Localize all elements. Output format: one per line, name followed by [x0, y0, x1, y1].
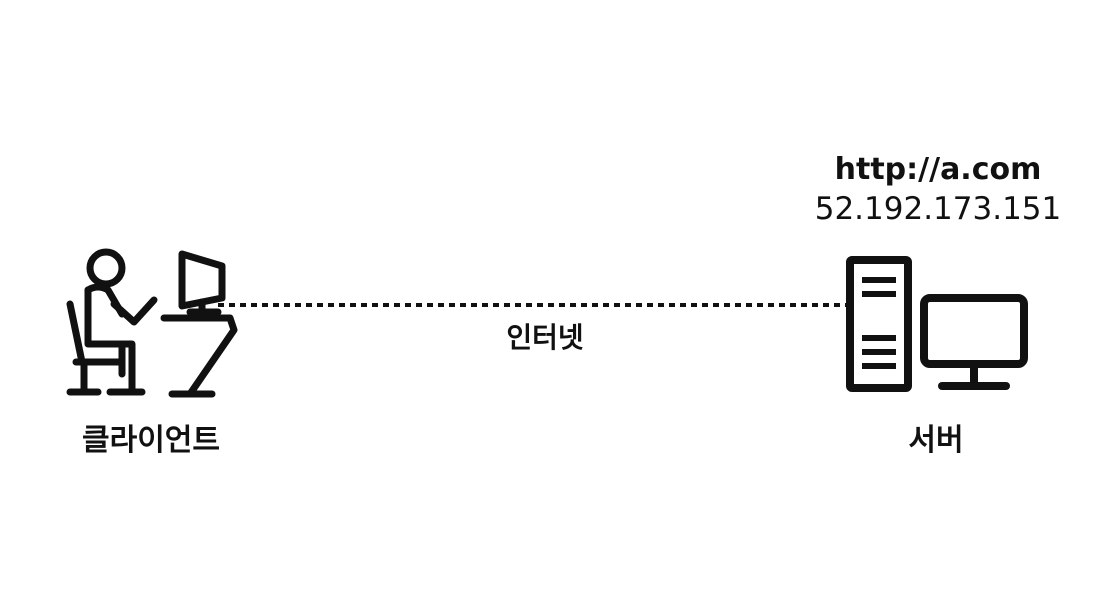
person-at-computer-icon [66, 248, 238, 398]
internet-label: 인터넷 [506, 321, 584, 354]
server-url-label: http://a.com [834, 152, 1042, 187]
client-label: 클라이언트 [82, 423, 220, 458]
internet-connection-line [218, 303, 848, 307]
server-ip-label: 52.192.173.151 [814, 191, 1062, 227]
server-computer-icon [846, 256, 1028, 392]
server-label: 서버 [908, 423, 964, 458]
